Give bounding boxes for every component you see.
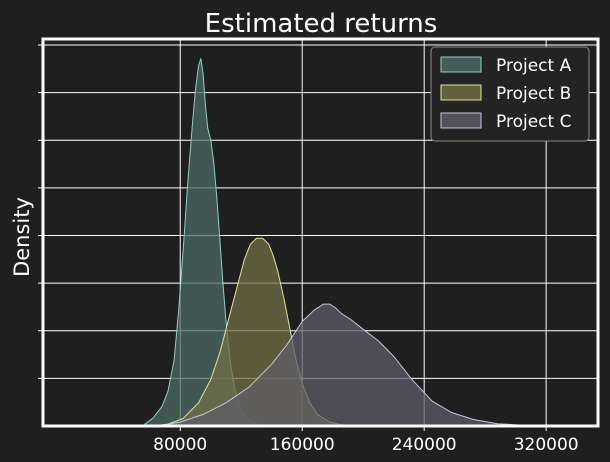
density-area-series-3 xyxy=(157,304,547,426)
x-tick-label: 80000 xyxy=(153,435,207,455)
legend-label-series-3: Project C xyxy=(496,112,571,132)
y-axis-label: Density xyxy=(10,197,34,277)
legend-swatch-series-1 xyxy=(440,56,482,73)
x-tick-label: 160000 xyxy=(270,435,335,455)
x-tick-label: 240000 xyxy=(392,435,457,455)
legend-label-series-1: Project A xyxy=(496,56,572,76)
chart-title: Estimated returns xyxy=(205,9,438,39)
density-area-series-2 xyxy=(152,238,356,426)
x-tick-label: 320000 xyxy=(514,435,579,455)
x-axis-tick-labels: 80000 160000 240000 320000 xyxy=(153,435,578,455)
density-areas xyxy=(141,58,547,427)
density-area-series-1 xyxy=(142,58,266,427)
density-line-series-3 xyxy=(157,303,547,427)
legend: Project A Project B Project C xyxy=(430,46,590,142)
legend-swatch-series-2 xyxy=(440,84,482,101)
legend-swatch-series-3 xyxy=(440,112,482,129)
plot-frame xyxy=(41,37,600,428)
legend-label-series-2: Project B xyxy=(496,84,571,104)
